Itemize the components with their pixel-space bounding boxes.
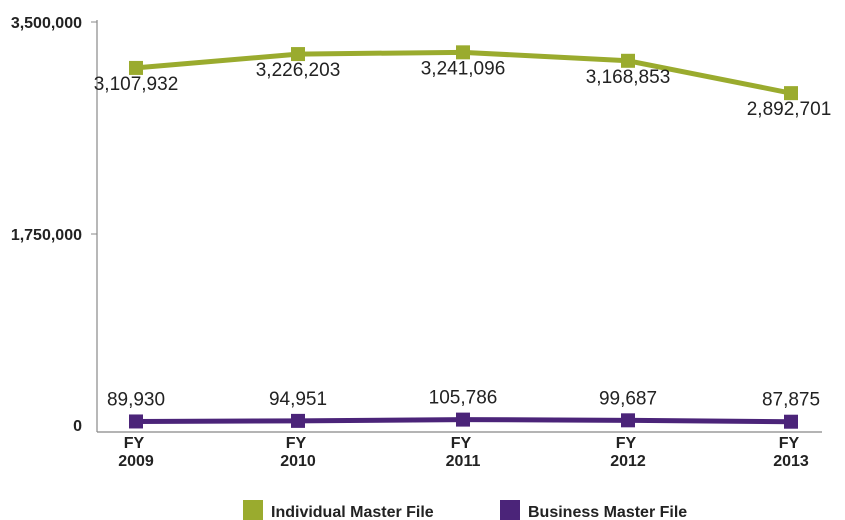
x-tick-line1: FY (124, 435, 145, 452)
legend-label-business: Business Master File (528, 504, 687, 520)
data-label-individual: 3,168,853 (586, 67, 671, 88)
x-tick-line2: 2009 (118, 453, 154, 470)
legend: Individual Master File Business Master F… (243, 500, 687, 520)
x-tick-line1: FY (616, 435, 637, 452)
legend-swatch-individual (243, 500, 263, 520)
y-tick-label: 0 (73, 418, 82, 435)
legend-swatch-business (500, 500, 520, 520)
data-label-individual: 3,107,932 (94, 74, 179, 95)
x-tick-label: FY 2012 (610, 435, 646, 470)
x-tick-line1: FY (779, 435, 800, 452)
data-point-business (456, 412, 470, 427)
x-tick-line1: FY (286, 435, 307, 452)
series-layer: 3,107,932 3,226,203 3,241,096 3,168,853 2,89… (94, 45, 832, 429)
data-label-individual: 3,241,096 (421, 58, 506, 79)
legend-label-individual: Individual Master File (271, 504, 434, 520)
x-tick-line2: 2013 (773, 453, 809, 470)
x-tick-line1: FY (451, 435, 472, 452)
data-point-business (129, 414, 143, 429)
y-tick-label: 1,750,000 (11, 227, 82, 244)
data-point-individual (621, 53, 635, 68)
data-point-business (784, 414, 798, 429)
x-tick-line2: 2011 (446, 453, 481, 470)
x-tick-label: FY 2010 (280, 435, 316, 470)
data-label-business: 94,951 (269, 389, 327, 410)
data-label-business: 87,875 (762, 390, 820, 411)
x-tick-label: FY 2013 (773, 435, 809, 470)
data-point-individual (456, 45, 470, 60)
x-tick-label: FY 2011 (446, 435, 481, 470)
x-tick-line2: 2010 (280, 453, 316, 470)
data-point-business (291, 413, 305, 428)
data-point-individual (784, 86, 798, 101)
data-label-individual: 2,892,701 (747, 99, 832, 120)
data-label-business: 89,930 (107, 389, 165, 410)
data-point-individual (129, 60, 143, 75)
data-label-business: 99,687 (599, 388, 657, 409)
data-label-individual: 3,226,203 (256, 60, 341, 81)
data-point-individual (291, 47, 305, 62)
data-label-business: 105,786 (429, 388, 498, 409)
y-tick-label: 3,500,000 (11, 15, 82, 32)
x-tick-line2: 2012 (610, 453, 646, 470)
x-tick-label: FY 2009 (118, 435, 154, 470)
data-point-business (621, 413, 635, 428)
